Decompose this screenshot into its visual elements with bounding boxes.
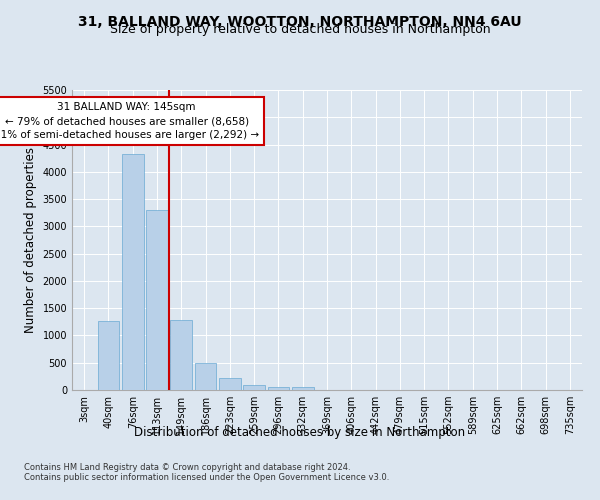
Bar	[146, 210, 168, 390]
Bar	[219, 378, 241, 390]
Text: 31 BALLAND WAY: 145sqm
← 79% of detached houses are smaller (8,658)
21% of semi-: 31 BALLAND WAY: 145sqm ← 79% of detached…	[0, 102, 259, 140]
Bar	[97, 320, 119, 390]
Bar	[268, 387, 289, 390]
Bar	[122, 154, 143, 390]
Text: Contains HM Land Registry data © Crown copyright and database right 2024.: Contains HM Land Registry data © Crown c…	[24, 464, 350, 472]
Bar	[243, 385, 265, 390]
Bar	[292, 387, 314, 390]
Text: Distribution of detached houses by size in Northampton: Distribution of detached houses by size …	[134, 426, 466, 439]
Bar	[170, 320, 192, 390]
Bar	[194, 364, 217, 390]
Text: Size of property relative to detached houses in Northampton: Size of property relative to detached ho…	[110, 22, 490, 36]
Text: 31, BALLAND WAY, WOOTTON, NORTHAMPTON, NN4 6AU: 31, BALLAND WAY, WOOTTON, NORTHAMPTON, N…	[78, 15, 522, 29]
Text: Contains public sector information licensed under the Open Government Licence v3: Contains public sector information licen…	[24, 474, 389, 482]
Y-axis label: Number of detached properties: Number of detached properties	[24, 147, 37, 333]
